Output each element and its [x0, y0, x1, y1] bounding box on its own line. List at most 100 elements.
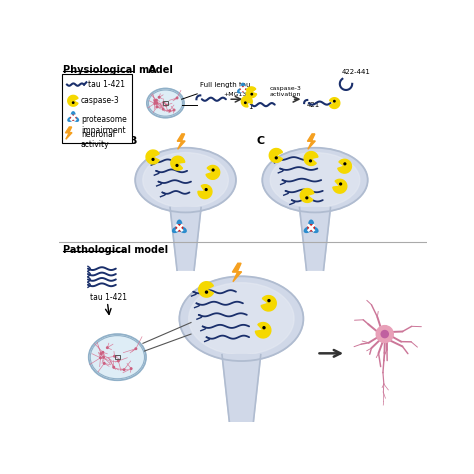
- Ellipse shape: [68, 117, 73, 121]
- Text: caspase-3: caspase-3: [81, 96, 120, 105]
- Text: Pathological model: Pathological model: [63, 245, 168, 255]
- Ellipse shape: [179, 276, 303, 361]
- Circle shape: [73, 102, 74, 103]
- Circle shape: [173, 109, 175, 111]
- Circle shape: [102, 352, 104, 353]
- Ellipse shape: [176, 225, 182, 231]
- Wedge shape: [338, 159, 351, 173]
- Ellipse shape: [311, 227, 318, 232]
- Circle shape: [206, 291, 208, 293]
- Ellipse shape: [135, 148, 236, 212]
- Polygon shape: [232, 263, 242, 282]
- Wedge shape: [146, 150, 159, 164]
- Circle shape: [340, 183, 342, 185]
- Ellipse shape: [241, 83, 245, 89]
- Circle shape: [163, 102, 164, 103]
- Circle shape: [103, 363, 105, 364]
- Wedge shape: [246, 87, 256, 98]
- Ellipse shape: [243, 89, 248, 93]
- Wedge shape: [333, 179, 347, 193]
- Bar: [115, 355, 120, 359]
- Ellipse shape: [90, 336, 145, 379]
- Circle shape: [263, 327, 265, 328]
- Ellipse shape: [179, 227, 186, 232]
- Wedge shape: [199, 282, 213, 297]
- Circle shape: [176, 164, 178, 166]
- Circle shape: [165, 105, 167, 106]
- Circle shape: [251, 93, 253, 95]
- Circle shape: [344, 163, 346, 165]
- Ellipse shape: [177, 220, 182, 228]
- Ellipse shape: [304, 227, 311, 232]
- Circle shape: [169, 110, 170, 111]
- Text: 422-441: 422-441: [342, 69, 371, 75]
- Circle shape: [176, 97, 178, 99]
- Circle shape: [152, 158, 154, 160]
- Circle shape: [100, 353, 102, 355]
- Text: +MG132: +MG132: [223, 92, 250, 97]
- Ellipse shape: [308, 225, 314, 231]
- Wedge shape: [304, 152, 318, 165]
- Ellipse shape: [270, 153, 360, 208]
- Circle shape: [381, 330, 388, 337]
- Wedge shape: [255, 322, 271, 338]
- Ellipse shape: [189, 283, 294, 355]
- Ellipse shape: [173, 227, 180, 232]
- Circle shape: [334, 100, 335, 102]
- Circle shape: [212, 169, 214, 171]
- Circle shape: [114, 356, 115, 357]
- Ellipse shape: [71, 115, 76, 120]
- Text: Full length tau: Full length tau: [201, 82, 251, 88]
- Polygon shape: [170, 208, 201, 270]
- Polygon shape: [300, 208, 330, 270]
- Ellipse shape: [143, 153, 228, 208]
- Ellipse shape: [262, 148, 368, 212]
- Circle shape: [306, 197, 308, 199]
- Bar: [163, 101, 168, 105]
- Polygon shape: [177, 134, 185, 149]
- Circle shape: [156, 102, 157, 104]
- Ellipse shape: [73, 117, 79, 121]
- Circle shape: [130, 368, 132, 369]
- Circle shape: [123, 369, 125, 371]
- Circle shape: [275, 157, 277, 159]
- Text: neuronal
activity: neuronal activity: [81, 130, 115, 149]
- Wedge shape: [241, 96, 252, 107]
- Polygon shape: [308, 134, 315, 149]
- Wedge shape: [68, 95, 78, 106]
- Text: proteasome
impairment: proteasome impairment: [81, 115, 127, 135]
- Circle shape: [155, 100, 157, 101]
- Circle shape: [135, 348, 137, 349]
- Text: 1: 1: [248, 104, 253, 110]
- Wedge shape: [206, 165, 219, 179]
- Circle shape: [205, 189, 207, 191]
- Polygon shape: [65, 127, 72, 139]
- Circle shape: [268, 300, 270, 301]
- Wedge shape: [300, 189, 314, 202]
- Text: C: C: [257, 136, 265, 146]
- Ellipse shape: [148, 90, 182, 116]
- Circle shape: [100, 357, 101, 358]
- Text: Physiological model: Physiological model: [63, 64, 173, 74]
- Circle shape: [107, 347, 108, 348]
- Circle shape: [154, 103, 155, 104]
- Wedge shape: [261, 296, 276, 311]
- Ellipse shape: [309, 220, 313, 228]
- Wedge shape: [269, 148, 283, 163]
- Wedge shape: [171, 156, 185, 170]
- Circle shape: [158, 97, 160, 98]
- Ellipse shape: [240, 87, 246, 91]
- Text: caspase-3
activation: caspase-3 activation: [270, 86, 301, 97]
- Circle shape: [103, 356, 104, 358]
- Text: 421: 421: [307, 102, 320, 108]
- Ellipse shape: [72, 112, 75, 118]
- Text: B: B: [129, 136, 137, 146]
- Text: tau 1-421: tau 1-421: [88, 80, 125, 89]
- Circle shape: [113, 366, 114, 368]
- Circle shape: [155, 100, 156, 102]
- Wedge shape: [329, 98, 340, 109]
- Ellipse shape: [147, 89, 184, 118]
- Ellipse shape: [237, 89, 243, 93]
- Polygon shape: [222, 355, 261, 434]
- Text: A: A: [148, 64, 157, 74]
